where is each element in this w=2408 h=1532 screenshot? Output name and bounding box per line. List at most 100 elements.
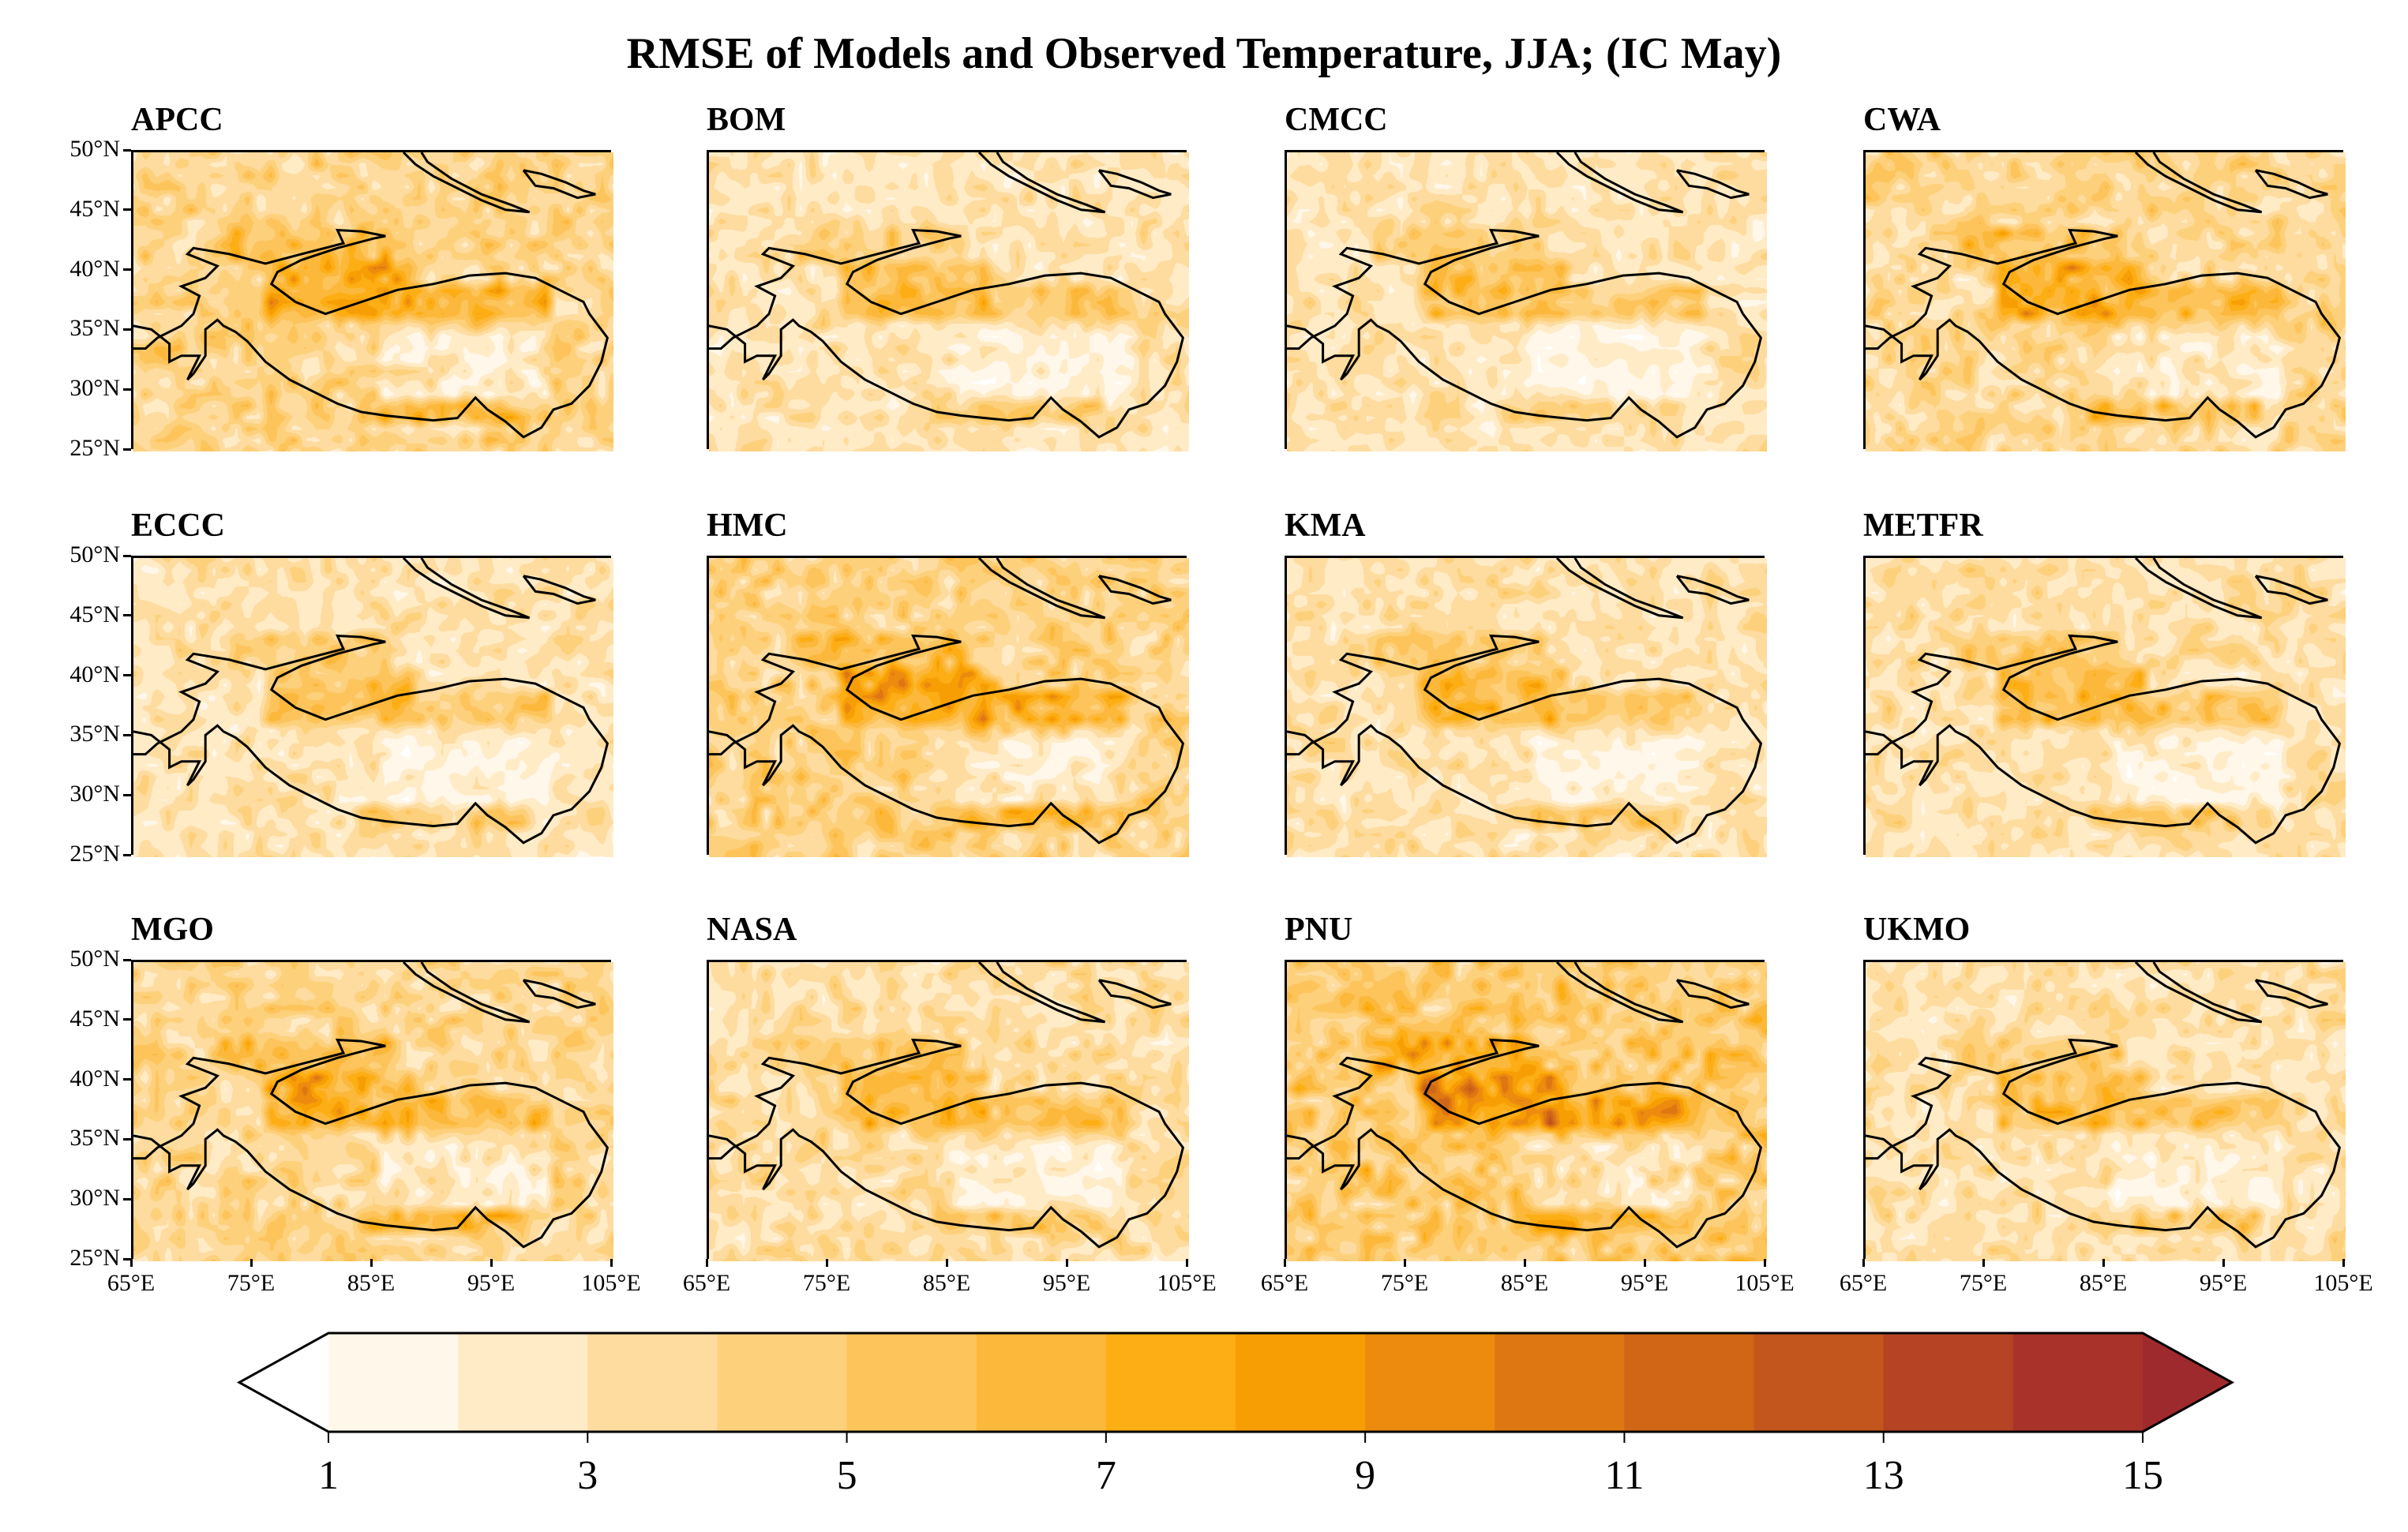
panel-title-cmcc: CMCC (1285, 102, 1388, 138)
y-tick-label: 50°N (69, 136, 120, 162)
boundary-line-north (977, 152, 1106, 214)
x-tick-label: 105°E (1157, 1270, 1217, 1296)
x-tick-label: 65°E (682, 1270, 731, 1296)
boundary-line-main (1287, 634, 1763, 845)
y-tick-mark (123, 733, 131, 736)
x-tick-mark (1982, 1259, 1985, 1267)
panel-title-kma: KMA (1285, 508, 1366, 544)
colorbar-bin (1753, 1333, 1885, 1432)
colorbar-tick-label: 13 (1862, 1453, 1904, 1498)
x-tick-mark (489, 1259, 493, 1267)
colorbar-bin (976, 1333, 1107, 1432)
plateau-outline (1287, 962, 1763, 1249)
boundary-line-northeast (1675, 575, 1750, 605)
x-tick-label: 95°E (467, 1270, 516, 1296)
boundary-line-northeast (1675, 169, 1750, 200)
plateau-outline (1287, 558, 1763, 845)
plateau-outline (1866, 558, 2342, 845)
y-tick-mark (123, 554, 131, 557)
x-tick-label: 65°E (1260, 1270, 1309, 1296)
boundary-line-north (2134, 558, 2263, 620)
y-tick-mark (123, 614, 131, 617)
panel-title-metfr: METFR (1863, 508, 1983, 544)
map-panel-metfr (1863, 556, 2346, 857)
boundary-line-main (133, 634, 610, 845)
rmse-field-hmc (709, 558, 1189, 857)
y-tick-mark (123, 268, 131, 272)
boundary-line-north (2134, 152, 2263, 214)
colorbar-tick-label: 15 (2122, 1453, 2163, 1498)
panel-title-ukmo: UKMO (1863, 912, 1971, 948)
colorbar-bin (1883, 1333, 2014, 1432)
rmse-field-cwa (1866, 152, 2346, 451)
y-tick-mark (123, 1018, 131, 1021)
x-tick-mark (705, 1259, 708, 1267)
x-tick-mark (1283, 1259, 1286, 1267)
y-tick-label: 40°N (69, 255, 120, 282)
x-tick-label: 75°E (802, 1270, 851, 1296)
y-tick-label: 50°N (69, 541, 120, 567)
y-tick-mark (123, 1078, 131, 1081)
boundary-line-main (1866, 634, 2342, 845)
rmse-field-ukmo (1866, 962, 2346, 1261)
colorbar-bin (1236, 1333, 1366, 1432)
colorbar-tick-label: 11 (1604, 1453, 1645, 1498)
map-panel-cmcc (1285, 150, 1767, 451)
y-tick-mark (123, 674, 131, 677)
colorbar-bin (717, 1333, 848, 1432)
x-tick-label: 95°E (1042, 1270, 1091, 1296)
colorbar-bin (328, 1333, 459, 1432)
y-tick-label: 30°N (69, 781, 120, 807)
y-tick-mark (123, 853, 131, 856)
boundary-line-main (1866, 1038, 2342, 1249)
rmse-field-eccc (133, 558, 613, 857)
panel-title-nasa: NASA (707, 912, 797, 948)
y-tick-label: 35°N (69, 721, 120, 747)
figure-title: RMSE of Models and Observed Temperature,… (626, 29, 1782, 78)
map-panel-apcc (131, 150, 613, 451)
panel-title-mgo: MGO (131, 912, 214, 948)
x-tick-label: 105°E (2313, 1270, 2373, 1296)
x-tick-mark (1403, 1259, 1406, 1267)
boundary-line-main (709, 228, 1185, 439)
x-tick-mark (825, 1259, 828, 1267)
y-tick-mark (123, 1197, 131, 1201)
y-tick-mark (123, 1137, 131, 1141)
map-panel-kma (1285, 556, 1767, 857)
y-tick-mark (123, 388, 131, 391)
boundary-line-main (1287, 1038, 1763, 1249)
colorbar-tick-label: 5 (836, 1453, 857, 1498)
x-tick-mark (1763, 1259, 1766, 1267)
boundary-line-northeast (2254, 169, 2328, 200)
boundary-line-main (1287, 228, 1763, 439)
panel-title-hmc: HMC (707, 508, 788, 544)
boundary-line-main (709, 1038, 1185, 1249)
map-panel-nasa (707, 960, 1189, 1261)
colorbar-bin (458, 1333, 588, 1432)
x-tick-mark (369, 1259, 373, 1267)
boundary-line-main (133, 1038, 610, 1249)
boundary-line-northeast (2254, 575, 2328, 605)
plateau-outline (709, 558, 1185, 845)
y-tick-label: 25°N (69, 841, 120, 867)
map-panel-bom (707, 150, 1189, 451)
y-tick-mark (123, 208, 131, 212)
y-tick-label: 45°N (69, 601, 120, 627)
panel-title-cwa: CWA (1863, 102, 1941, 138)
boundary-line-northeast (522, 979, 596, 1009)
boundary-line-northeast (2254, 979, 2328, 1009)
plateau-outline (1287, 152, 1763, 439)
boundary-line-northeast (522, 169, 596, 200)
rmse-field-nasa (709, 962, 1189, 1261)
y-tick-label: 30°N (69, 1185, 120, 1212)
x-tick-mark (2102, 1259, 2105, 1267)
colorbar-tick-label: 1 (318, 1453, 339, 1498)
colorbar-extend-under (239, 1333, 328, 1432)
y-tick-mark (123, 958, 131, 961)
plateau-outline (133, 152, 610, 439)
boundary-line-north (402, 962, 531, 1024)
x-tick-mark (1065, 1259, 1068, 1267)
rmse-field-kma (1287, 558, 1767, 857)
boundary-line-northeast (1675, 979, 1750, 1009)
